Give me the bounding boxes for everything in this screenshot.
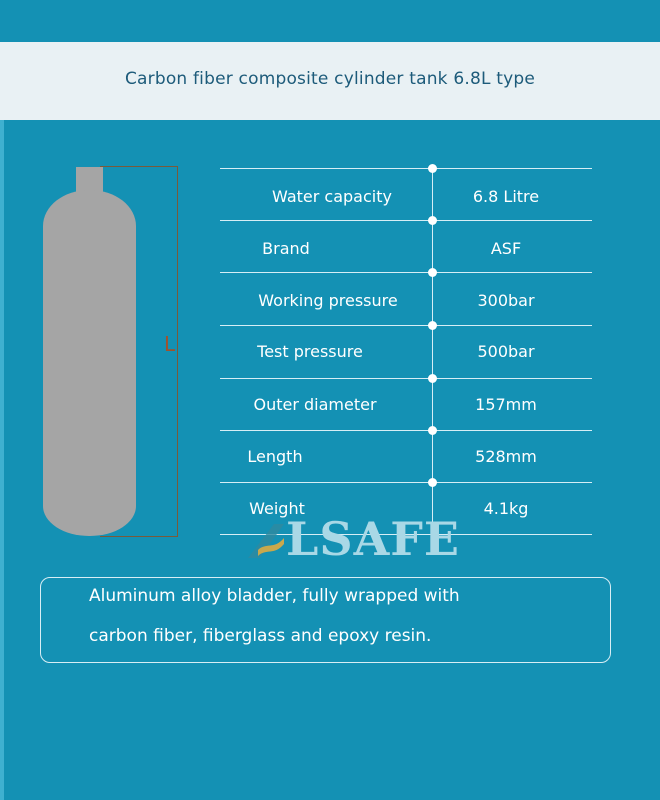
spec-value: 300bar — [477, 291, 535, 310]
brand-logo: LSAFE — [286, 512, 460, 566]
row-divider — [220, 430, 592, 431]
row-divider — [220, 272, 592, 273]
spec-label: Water capacity — [272, 187, 392, 206]
page-title: Carbon fiber composite cylinder tank 6.8… — [124, 69, 536, 89]
column-divider — [432, 168, 433, 534]
description-line: Aluminum alloy bladder, fully wrapped wi… — [89, 586, 460, 606]
row-divider — [220, 325, 592, 326]
spec-value: ASF — [490, 239, 522, 258]
spec-value: 6.8 Litre — [472, 187, 540, 206]
spec-label: Working pressure — [258, 291, 398, 310]
spec-label: Brand — [262, 239, 310, 258]
row-divider — [220, 220, 592, 221]
spec-value: 500bar — [477, 342, 535, 361]
divider-dot — [428, 478, 437, 487]
divider-dot — [428, 164, 437, 173]
divider-dot — [428, 216, 437, 225]
length-bracket — [100, 166, 178, 537]
row-divider — [220, 482, 592, 483]
spec-value: 4.1kg — [483, 499, 529, 518]
divider-dot — [428, 426, 437, 435]
spec-value: 157mm — [475, 395, 537, 414]
row-divider — [220, 168, 592, 169]
divider-dot — [428, 268, 437, 277]
spec-label: Length — [247, 447, 303, 466]
length-label: L — [164, 330, 176, 358]
divider-dot — [428, 321, 437, 330]
spec-label: Outer diameter — [253, 395, 377, 414]
spec-label: Test pressure — [257, 342, 363, 361]
header-band: Carbon fiber composite cylinder tank 6.8… — [0, 42, 660, 120]
divider-dot — [428, 374, 437, 383]
row-divider — [220, 534, 592, 535]
left-edge-strip — [0, 120, 4, 800]
cylinder-body — [43, 190, 136, 536]
description-box: Aluminum alloy bladder, fully wrapped wi… — [40, 577, 611, 663]
description-line: carbon fiber, fiberglass and epoxy resin… — [89, 626, 432, 646]
row-divider — [220, 378, 592, 379]
spec-value: 528mm — [475, 447, 537, 466]
spec-label: Weight — [249, 499, 305, 518]
logo-mark-icon — [248, 524, 284, 558]
